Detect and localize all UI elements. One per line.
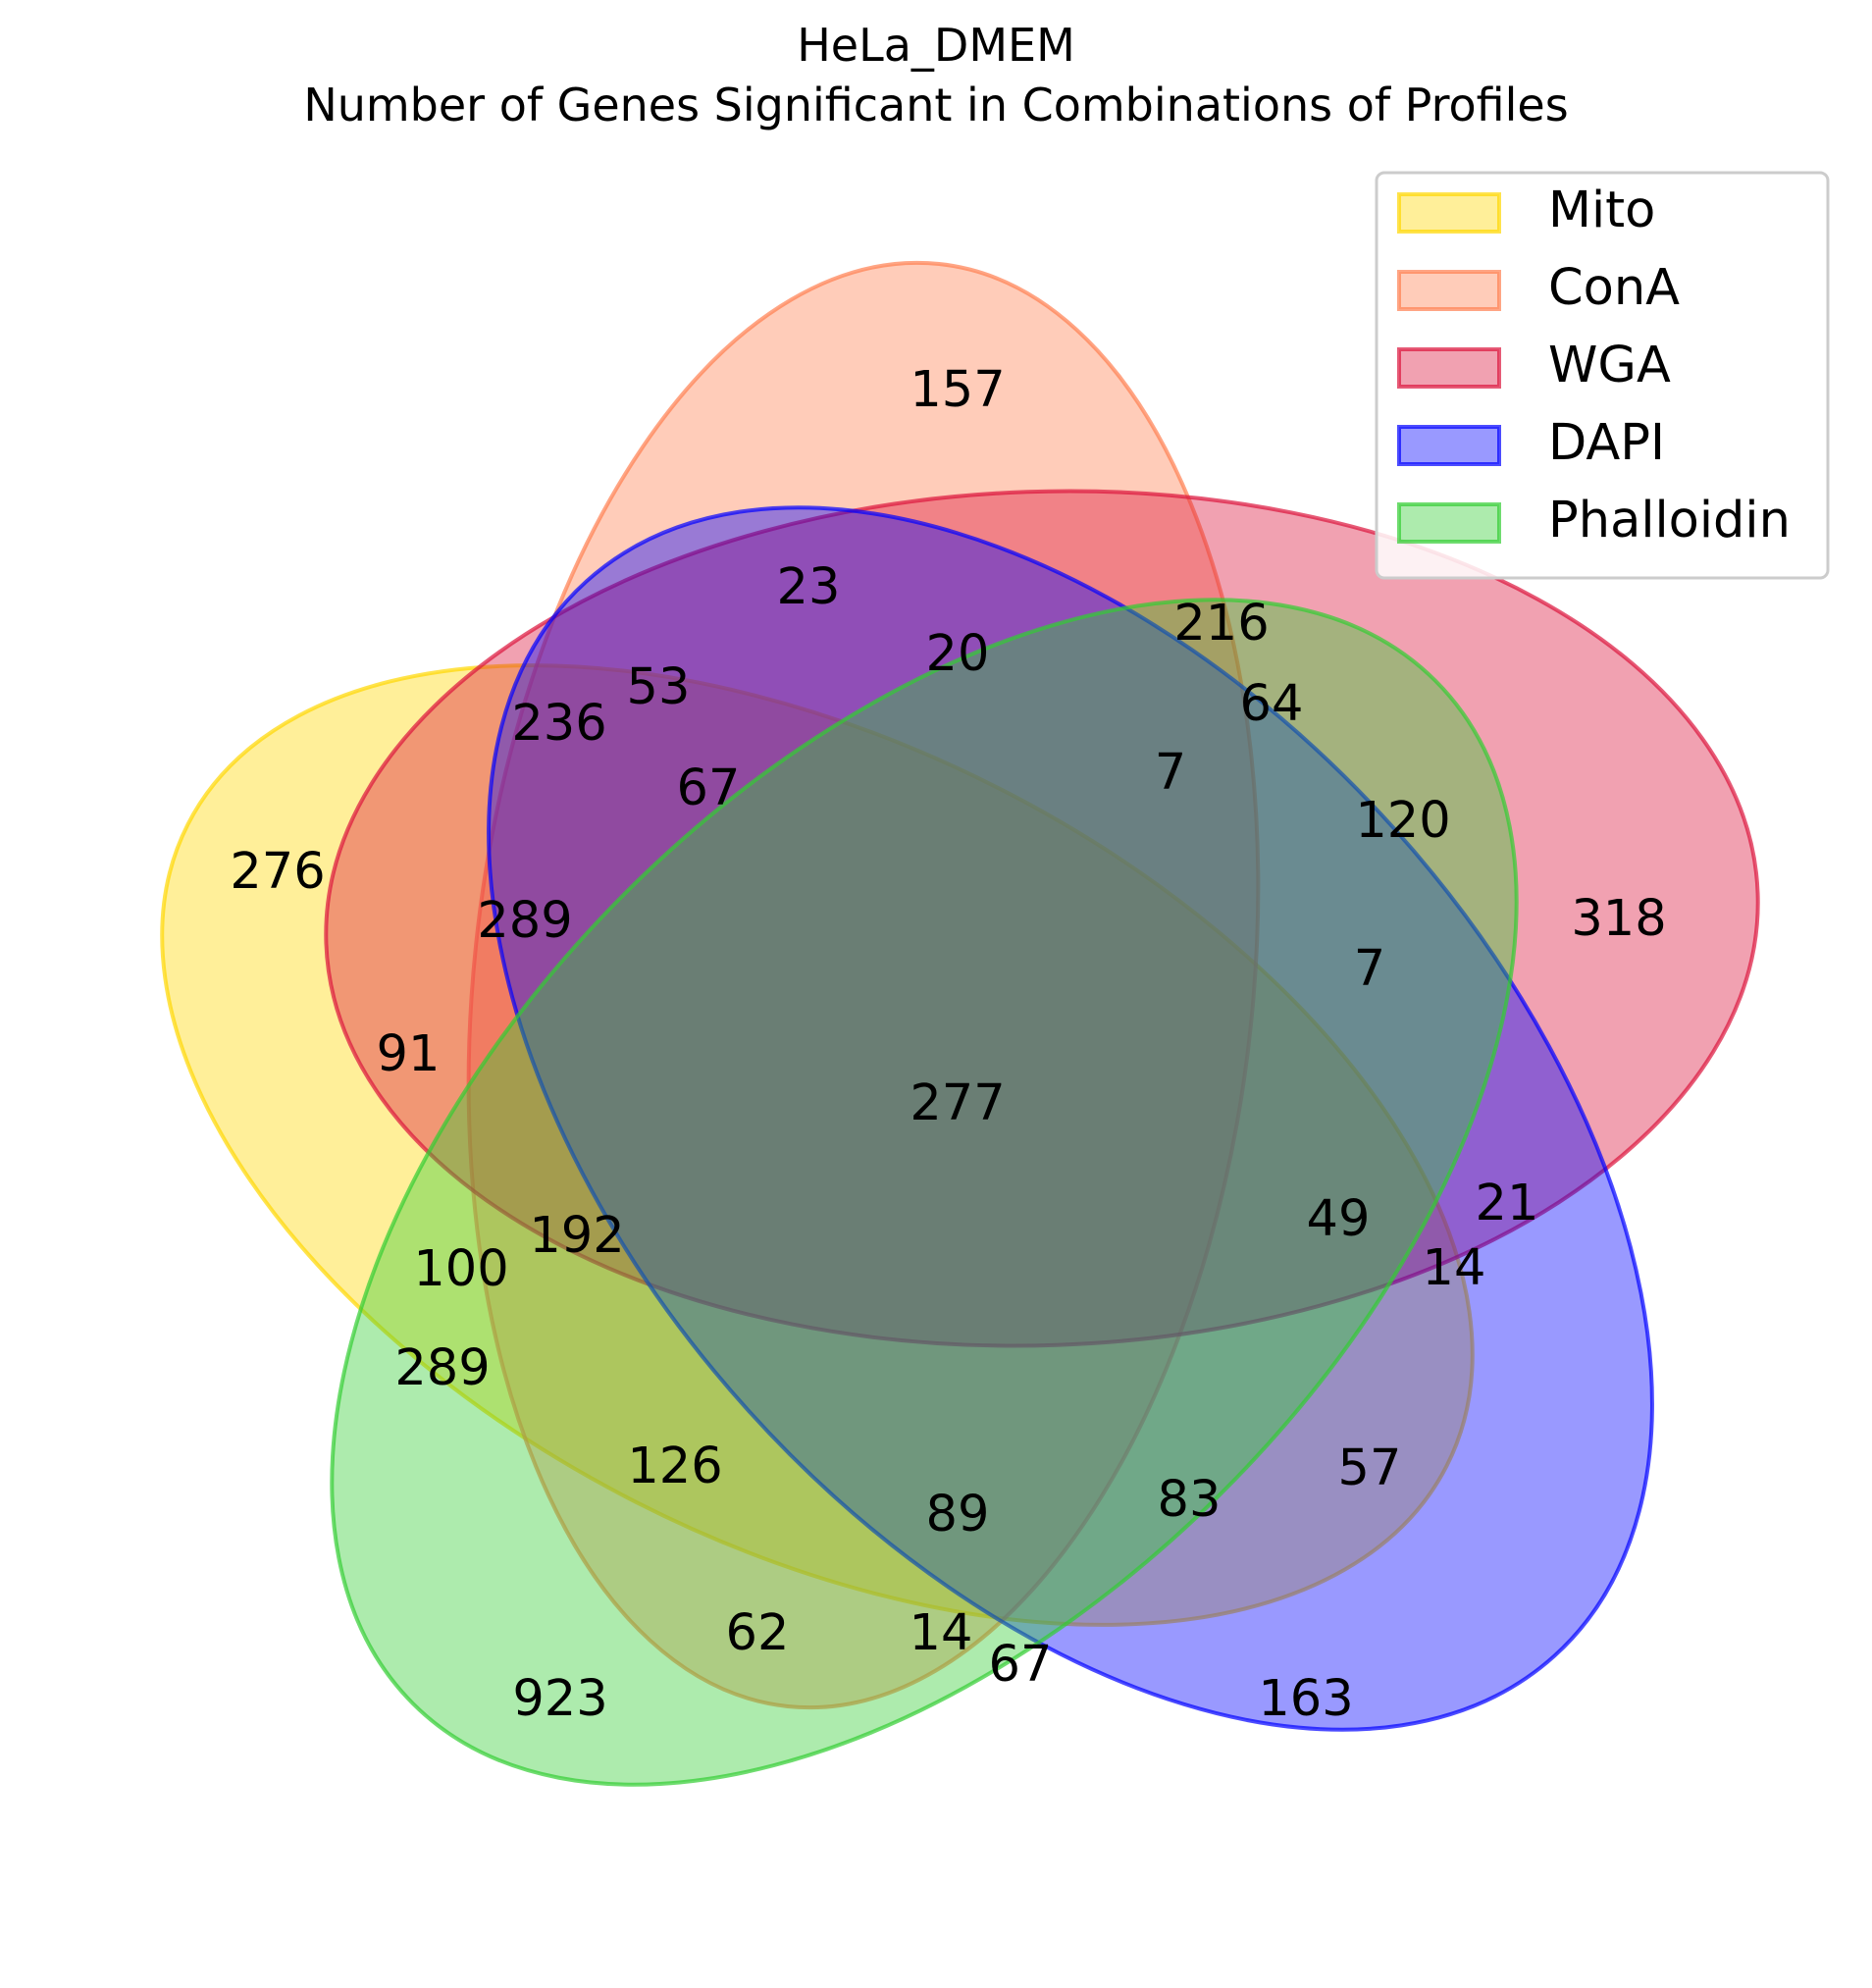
legend: Mito ConA WGA DAPI Phalloidin xyxy=(1375,171,1830,580)
region-label-mito-dapi: 57 xyxy=(1338,1439,1402,1497)
region-label-wga-phalloidin: 120 xyxy=(1355,792,1450,850)
region-label-mito-cona-wga-dapi: 67 xyxy=(677,759,741,817)
region-label-cona-wga: 216 xyxy=(1173,595,1269,653)
region-label-cona-wga-dapi-phalloidin: 7 xyxy=(1155,744,1186,802)
legend-label-dapi: DAPI xyxy=(1548,414,1665,472)
region-label-mito-wga-dapi-phalloidin: 49 xyxy=(1307,1190,1371,1248)
legend-label-mito: Mito xyxy=(1548,182,1655,239)
ellipse-dapi xyxy=(487,505,1654,1732)
region-label-phalloidin: 923 xyxy=(512,1670,607,1728)
region-label-mito-wga-dapi: 14 xyxy=(1423,1239,1486,1297)
chart-title-line-2: Number of Genes Significant in Combinati… xyxy=(303,78,1568,131)
legend-frame xyxy=(1375,171,1830,580)
legend-label-wga: WGA xyxy=(1548,337,1671,394)
region-label-cona-phalloidin: 62 xyxy=(726,1604,790,1662)
region-label-cona: 157 xyxy=(910,361,1005,419)
region-label-cona-wga-phalloidin: 64 xyxy=(1240,675,1304,733)
region-label-wga-dapi: 21 xyxy=(1476,1175,1539,1232)
ellipse-phalloidin xyxy=(330,598,1519,1787)
region-label-mito-cona-wga-dapi-phalloidin: 277 xyxy=(910,1074,1005,1132)
region-label-mito-wga-phalloidin: 100 xyxy=(413,1240,508,1298)
legend-label-cona: ConA xyxy=(1548,259,1680,317)
region-label-mito-cona: 236 xyxy=(511,695,606,753)
region-label-mito: 276 xyxy=(230,843,325,901)
set-ellipses xyxy=(160,260,1760,1787)
region-label-mito-cona-phalloidin: 126 xyxy=(627,1438,722,1495)
region-label-wga: 318 xyxy=(1571,890,1666,948)
region-label-cona-wga-dapi: 20 xyxy=(926,625,990,683)
legend-label-phalloidin: Phalloidin xyxy=(1548,492,1791,549)
region-label-dapi: 163 xyxy=(1258,1670,1353,1728)
legend-swatch-dapi xyxy=(1397,425,1501,466)
ellipse-wga xyxy=(324,489,1760,1348)
ellipse-mito xyxy=(160,663,1475,1627)
region-label-mito-cona-wga: 289 xyxy=(477,892,572,950)
chart-title-line-1: HeLa_DMEM xyxy=(797,19,1075,72)
region-label-mito-dapi-phalloidin: 83 xyxy=(1158,1471,1222,1529)
region-label-mito-phalloidin: 289 xyxy=(394,1339,490,1397)
legend-swatch-mito xyxy=(1397,192,1501,234)
region-labels: 276 157 318 163 923 236 91 289 23 216 62 21 120 67 57 2… xyxy=(230,361,1666,1728)
region-label-dapi-phalloidin: 67 xyxy=(989,1636,1053,1694)
region-label-wga-dapi-phalloidin: 7 xyxy=(1354,940,1385,998)
region-label-mito-cona-dapi: 53 xyxy=(627,658,691,716)
region-label-mito-wga: 91 xyxy=(377,1025,441,1083)
legend-swatch-cona xyxy=(1397,270,1501,311)
region-label-mito-cona-wga-phalloidin: 192 xyxy=(529,1207,624,1265)
legend-swatch-phalloidin xyxy=(1397,502,1501,544)
legend-swatch-wga xyxy=(1397,347,1501,389)
region-label-mito-cona-dapi-phalloidin: 89 xyxy=(926,1486,990,1543)
region-label-cona-dapi: 23 xyxy=(777,558,841,616)
region-label-cona-dapi-phalloidin: 14 xyxy=(910,1604,973,1662)
